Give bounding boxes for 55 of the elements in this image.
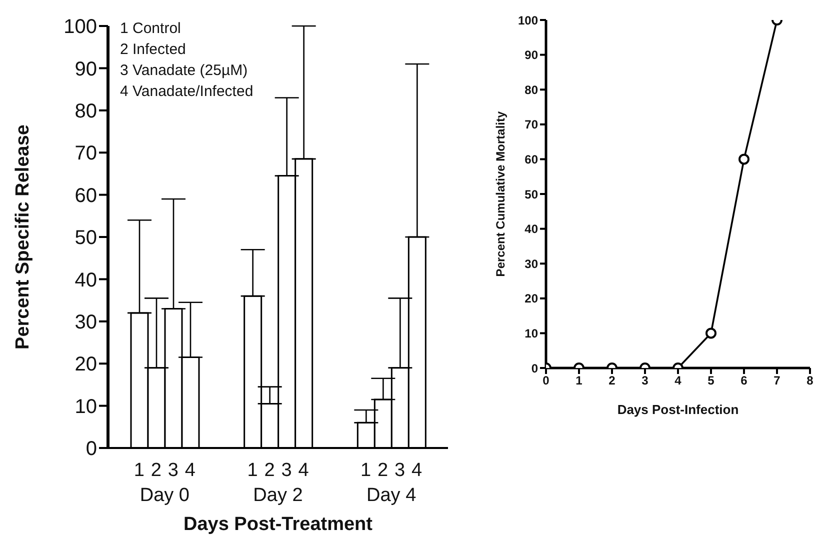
text: 1 <box>360 460 372 481</box>
y-tick-label: 20 <box>74 354 97 376</box>
x-tick-label: 6 <box>740 374 748 388</box>
x-tick-label: Day 0 <box>140 485 190 506</box>
y-tick-label: 10 <box>524 326 538 340</box>
series-label: 4 <box>184 460 196 481</box>
y-axis-title: Percent Specific Release <box>12 124 34 350</box>
x-tick-label: 3 <box>642 374 649 388</box>
x-tick-label: 8 <box>806 374 814 388</box>
y-tick-label: 30 <box>74 312 97 334</box>
x-tick-label: 7 <box>774 374 781 388</box>
x-tick-label: 1 <box>576 374 583 388</box>
y-tick-label: 70 <box>524 118 538 132</box>
x-tick-label: 2 <box>608 374 616 388</box>
x-tick-label: Day 4 <box>366 485 417 506</box>
y-axis-title: Percent Cumulative Mortality <box>493 110 508 277</box>
text: 4 <box>298 460 309 481</box>
text: 3 <box>394 460 406 481</box>
y-tick-label: 100 <box>518 13 538 28</box>
x-tick-label: 4 <box>674 374 682 388</box>
y-tick-label: 90 <box>524 48 538 62</box>
y-tick-label: 40 <box>524 222 538 236</box>
y-tick-label: 60 <box>524 152 538 166</box>
y-tick-label: 50 <box>524 187 538 202</box>
y-tick-label: 60 <box>74 184 97 207</box>
y-tick-label: 20 <box>524 292 538 306</box>
series-label: 3 <box>168 460 178 481</box>
annotation: 2 Infected <box>120 40 187 60</box>
y-tick-label: 0 <box>86 438 97 460</box>
text: 1 <box>247 460 258 481</box>
x-tick-label: 0 <box>542 374 550 388</box>
y-tick-label: 90 <box>74 58 97 80</box>
y-tick-label: 100 <box>64 16 97 38</box>
annotation: 1 Control <box>120 19 182 39</box>
x-axis-title: Days Post-Infection <box>617 402 739 417</box>
y-tick-label: 0 <box>531 361 538 376</box>
y-tick-label: 30 <box>524 256 538 271</box>
annotation: 3 Vanadate (25µM) <box>120 61 249 81</box>
y-tick-label: 80 <box>524 82 538 97</box>
series-label: 2 <box>150 460 162 481</box>
text: 3 <box>281 460 292 481</box>
x-tick-label: Day 2 <box>253 485 303 506</box>
x-tick-label: 5 <box>708 374 715 388</box>
x-axis-title: Days Post-Treatment <box>183 514 374 535</box>
text: 4 <box>412 460 422 481</box>
y-tick-label: 40 <box>74 269 97 292</box>
y-tick-label: 70 <box>74 142 97 165</box>
y-tick-label: 80 <box>74 100 97 122</box>
y-tick-label: 10 <box>74 396 97 418</box>
annotation: 4 Vanadate/Infected <box>120 82 254 102</box>
text: 2 <box>264 460 275 481</box>
y-tick-label: 50 <box>74 227 97 250</box>
text: 2 <box>378 460 388 481</box>
series-label: 1 <box>134 460 144 481</box>
point <box>738 154 750 165</box>
